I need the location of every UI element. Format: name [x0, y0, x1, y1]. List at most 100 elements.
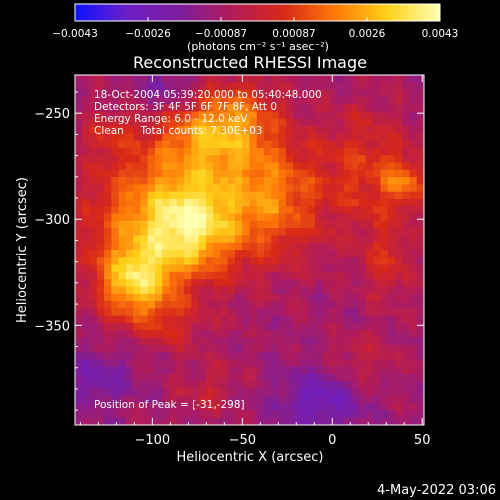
heatmap-cell [409, 118, 418, 127]
heatmap-cell [96, 388, 105, 397]
heatmap-cell [82, 395, 91, 404]
heatmap-cell [220, 169, 229, 178]
heatmap-cell [314, 373, 323, 382]
heatmap-cell [133, 301, 142, 309]
heatmap-cell [125, 89, 134, 98]
heatmap-cell [191, 366, 200, 375]
heatmap-cell [409, 140, 418, 149]
heatmap-cell [409, 220, 418, 229]
heatmap-cell [249, 75, 258, 83]
heatmap-cell [293, 162, 301, 171]
heatmap-cell [322, 228, 331, 237]
heatmap-cell [329, 184, 338, 193]
heatmap-cell [394, 169, 403, 178]
heatmap-cell [133, 388, 142, 397]
heatmap-cell [264, 381, 272, 390]
heatmap-cell [104, 250, 112, 258]
heatmap-cell [125, 169, 134, 178]
heatmap-cell [227, 147, 236, 156]
heatmap-cell [307, 410, 316, 419]
heatmap-cell [278, 213, 287, 222]
heatmap-cell [402, 257, 411, 266]
colorbar-tick-label: 0.0043 [422, 28, 459, 40]
heatmap-cell [336, 140, 345, 149]
heatmap-cell [300, 417, 309, 425]
heatmap-cell [184, 381, 192, 390]
heatmap-cell [314, 286, 323, 295]
heatmap-cell [358, 147, 367, 156]
heatmap-cell [205, 162, 214, 171]
heatmap-cell [409, 96, 418, 105]
heatmap-cell [213, 403, 222, 412]
heatmap-cell [118, 155, 127, 164]
heatmap-cell [271, 293, 280, 302]
heatmap-cell [191, 191, 200, 200]
heatmap-cell [111, 162, 120, 171]
heatmap-cell [271, 118, 280, 127]
heatmap-cell [191, 242, 200, 251]
heatmap-cell [82, 381, 91, 390]
heatmap-cell [234, 198, 243, 207]
heatmap-cell [133, 198, 142, 207]
heatmap-cell [82, 301, 91, 309]
heatmap-cell [402, 344, 411, 353]
heatmap-cell [358, 118, 367, 127]
heatmap-cell [300, 403, 309, 412]
heatmap-cell [336, 417, 345, 425]
heatmap-cell [351, 257, 360, 266]
heatmap-cell [176, 286, 185, 295]
heatmap-cell [205, 75, 214, 83]
heatmap-cell [227, 264, 236, 273]
heatmap-cell [322, 403, 331, 412]
heatmap-cell [227, 315, 236, 324]
heatmap-cell [205, 235, 214, 244]
heatmap-cell [293, 264, 301, 273]
heatmap-cell [373, 228, 381, 237]
heatmap-cell [402, 373, 411, 382]
heatmap-cell [322, 250, 331, 258]
heatmap-cell [329, 235, 338, 244]
heatmap-cell [162, 118, 171, 127]
heatmap-cell [278, 381, 287, 390]
heatmap-cell [249, 352, 258, 360]
heatmap-cell [409, 133, 418, 142]
heatmap-cell [75, 271, 83, 280]
heatmap-cell [336, 177, 345, 185]
heatmap-cell [205, 388, 214, 397]
heatmap-cell [227, 279, 236, 288]
heatmap-cell [111, 395, 120, 404]
heatmap-cell [213, 147, 222, 156]
heatmap-cell [336, 322, 345, 331]
heatmap-cell [118, 250, 127, 258]
heatmap-cell [205, 198, 214, 207]
heatmap-cell [220, 155, 229, 164]
heatmap-cell [169, 410, 178, 419]
heatmap-cell [387, 373, 396, 382]
heatmap-cell [162, 147, 171, 156]
heatmap-cell [285, 213, 294, 222]
heatmap-cell [198, 169, 207, 178]
heatmap-cell [329, 337, 338, 346]
heatmap-cell [191, 235, 200, 244]
heatmap-cell [249, 337, 258, 346]
heatmap-cell [213, 89, 222, 98]
heatmap-cell [307, 198, 316, 207]
heatmap-cell [307, 279, 316, 288]
heatmap-cell [111, 330, 120, 339]
heatmap-cell [111, 140, 120, 149]
heatmap-cell [154, 330, 163, 339]
heatmap-cell [140, 147, 149, 156]
heatmap-cell [329, 155, 338, 164]
heatmap-cell [96, 155, 105, 164]
heatmap-cell [336, 359, 345, 368]
heatmap-cell [256, 111, 265, 120]
heatmap-cell [104, 264, 112, 273]
heatmap-cell [125, 250, 134, 258]
heatmap-cell [89, 373, 98, 382]
heatmap-cell [82, 147, 91, 156]
heatmap-cell [140, 403, 149, 412]
heatmap-cell [300, 126, 309, 134]
heatmap-cell [351, 293, 360, 302]
heatmap-cell [365, 147, 374, 156]
heatmap-cell [125, 315, 134, 324]
